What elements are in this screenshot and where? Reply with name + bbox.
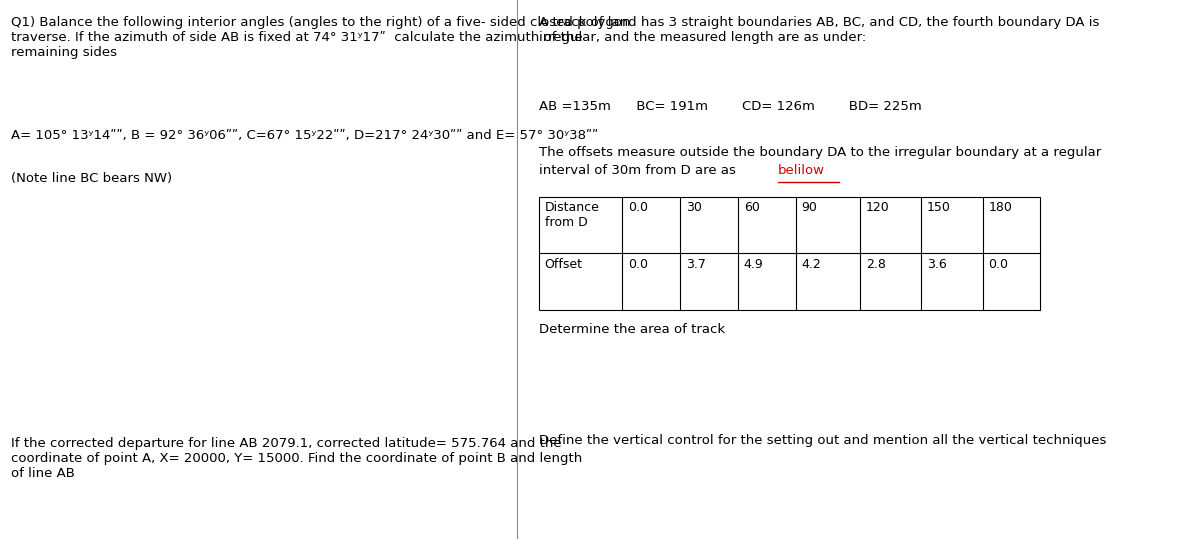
- Text: 120: 120: [866, 201, 889, 214]
- Text: 2.8: 2.8: [866, 258, 886, 271]
- Text: If the corrected departure for line AB 2079.1, corrected latitude= 575.764 and t: If the corrected departure for line AB 2…: [11, 437, 582, 480]
- Text: 3.7: 3.7: [686, 258, 706, 271]
- Text: 3.6: 3.6: [928, 258, 947, 271]
- Text: Distance
from D: Distance from D: [545, 201, 600, 229]
- Text: 150: 150: [928, 201, 950, 214]
- Text: A= 105° 13ʸ14ʺʺ, B = 92° 36ʸ06ʺʺ, C=67° 15ʸ22ʺʺ, D=217° 24ʸ30ʺʺ and E= 57° 30ʸ38: A= 105° 13ʸ14ʺʺ, B = 92° 36ʸ06ʺʺ, C=67° …: [11, 129, 599, 142]
- Text: 4.9: 4.9: [744, 258, 763, 271]
- Text: 0.0: 0.0: [628, 258, 648, 271]
- Text: A track of land has 3 straight boundaries AB, BC, and CD, the fourth boundary DA: A track of land has 3 straight boundarie…: [539, 16, 1099, 44]
- Text: AB =135m      BC= 191m        CD= 126m        BD= 225m: AB =135m BC= 191m CD= 126m BD= 225m: [539, 100, 922, 113]
- Text: interval of 30m from D are as: interval of 30m from D are as: [539, 164, 740, 177]
- Text: 60: 60: [744, 201, 760, 214]
- Text: 0.0: 0.0: [628, 201, 648, 214]
- Text: 30: 30: [686, 201, 702, 214]
- Text: belilow: belilow: [778, 164, 826, 177]
- Text: Q1) Balance the following interior angles (angles to the right) of a five- sided: Q1) Balance the following interior angle…: [11, 16, 631, 59]
- Text: 90: 90: [802, 201, 817, 214]
- Text: (Note line BC bears NW): (Note line BC bears NW): [11, 172, 173, 185]
- Text: 180: 180: [988, 201, 1012, 214]
- Bar: [539, 197, 1040, 310]
- Text: The offsets measure outside the boundary DA to the irregular boundary at a regul: The offsets measure outside the boundary…: [539, 146, 1102, 158]
- Text: 0.0: 0.0: [988, 258, 1008, 271]
- Text: Offset: Offset: [545, 258, 583, 271]
- Text: 4.2: 4.2: [802, 258, 821, 271]
- Text: Determine the area of track: Determine the area of track: [539, 323, 725, 336]
- Text: Define the vertical control for the setting out and mention all the vertical tec: Define the vertical control for the sett…: [539, 434, 1106, 447]
